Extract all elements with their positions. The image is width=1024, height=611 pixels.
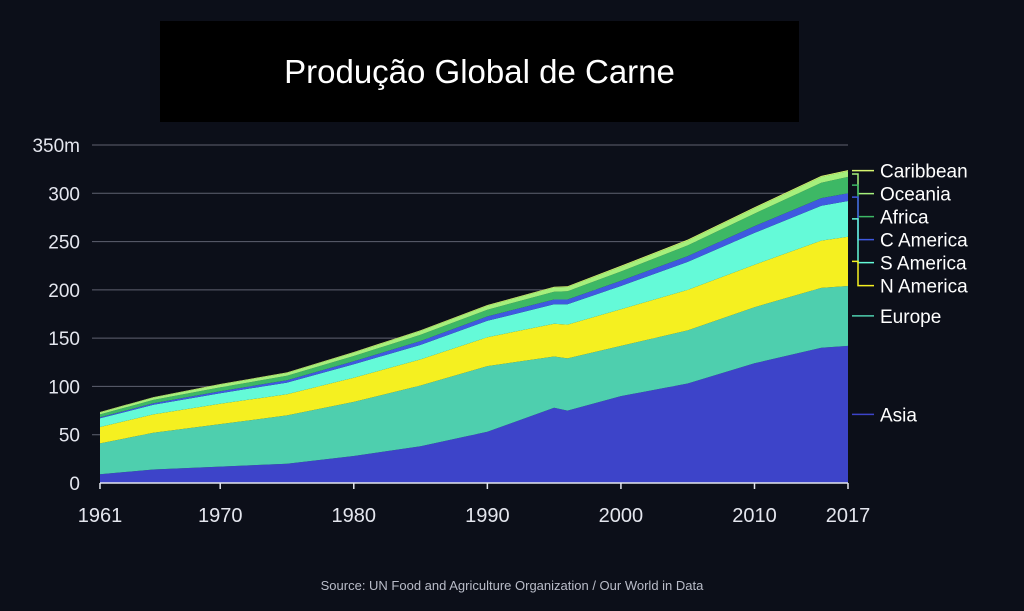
stacked-areas: [100, 170, 848, 483]
legend-label-s-america: S America: [880, 254, 967, 275]
source-note: Source: UN Food and Agriculture Organiza…: [320, 578, 704, 593]
area-n-america: [100, 236, 848, 444]
y-tick-label: 300: [48, 184, 80, 205]
x-axis-tick-labels: 1961 1970 1980 1990 2000 2010 2017: [78, 505, 871, 527]
legend-connector-africa: [852, 184, 874, 218]
area-s-america: [100, 201, 848, 427]
legend-label-c-america: C America: [880, 231, 968, 252]
legend-connector-oceania: [852, 173, 874, 195]
y-tick-label: 100: [48, 377, 80, 398]
x-tick-label: 2010: [732, 505, 777, 527]
legend-label-caribbean: Caribbean: [880, 162, 968, 183]
x-tick-label: 1990: [465, 505, 510, 527]
x-tick-label: 2000: [599, 505, 644, 527]
area-asia: [100, 345, 848, 483]
legend-label-asia: Asia: [880, 405, 917, 426]
y-tick-label: 250: [48, 233, 80, 254]
chart-title: Produção Global de Carne: [284, 52, 675, 90]
legend-label-n-america: N America: [880, 277, 968, 298]
legend-connector-s-america: [852, 218, 874, 264]
y-tick-label: 350m: [32, 136, 80, 157]
x-tick-label: 1980: [332, 505, 377, 527]
x-tick-label: 1961: [78, 505, 123, 527]
title-box: Produção Global de Carne: [160, 21, 799, 122]
y-axis-tick-labels: 0 50 100 150 200 250 300 350m: [32, 136, 80, 495]
y-tick-label: 200: [48, 281, 80, 302]
x-tick-label: 2017: [826, 505, 871, 527]
y-tick-label: 0: [69, 474, 80, 495]
axes: [99, 482, 849, 489]
legend-connector-n-america: [852, 260, 874, 287]
legend-label-africa: Africa: [880, 208, 929, 229]
legend-label-oceania: Oceania: [880, 185, 951, 206]
area-europe: [100, 286, 848, 475]
y-tick-label: 150: [48, 329, 80, 350]
y-tick-label: 50: [59, 426, 80, 447]
legend-label-europe: Europe: [880, 307, 941, 328]
x-tick-label: 1970: [198, 505, 243, 527]
